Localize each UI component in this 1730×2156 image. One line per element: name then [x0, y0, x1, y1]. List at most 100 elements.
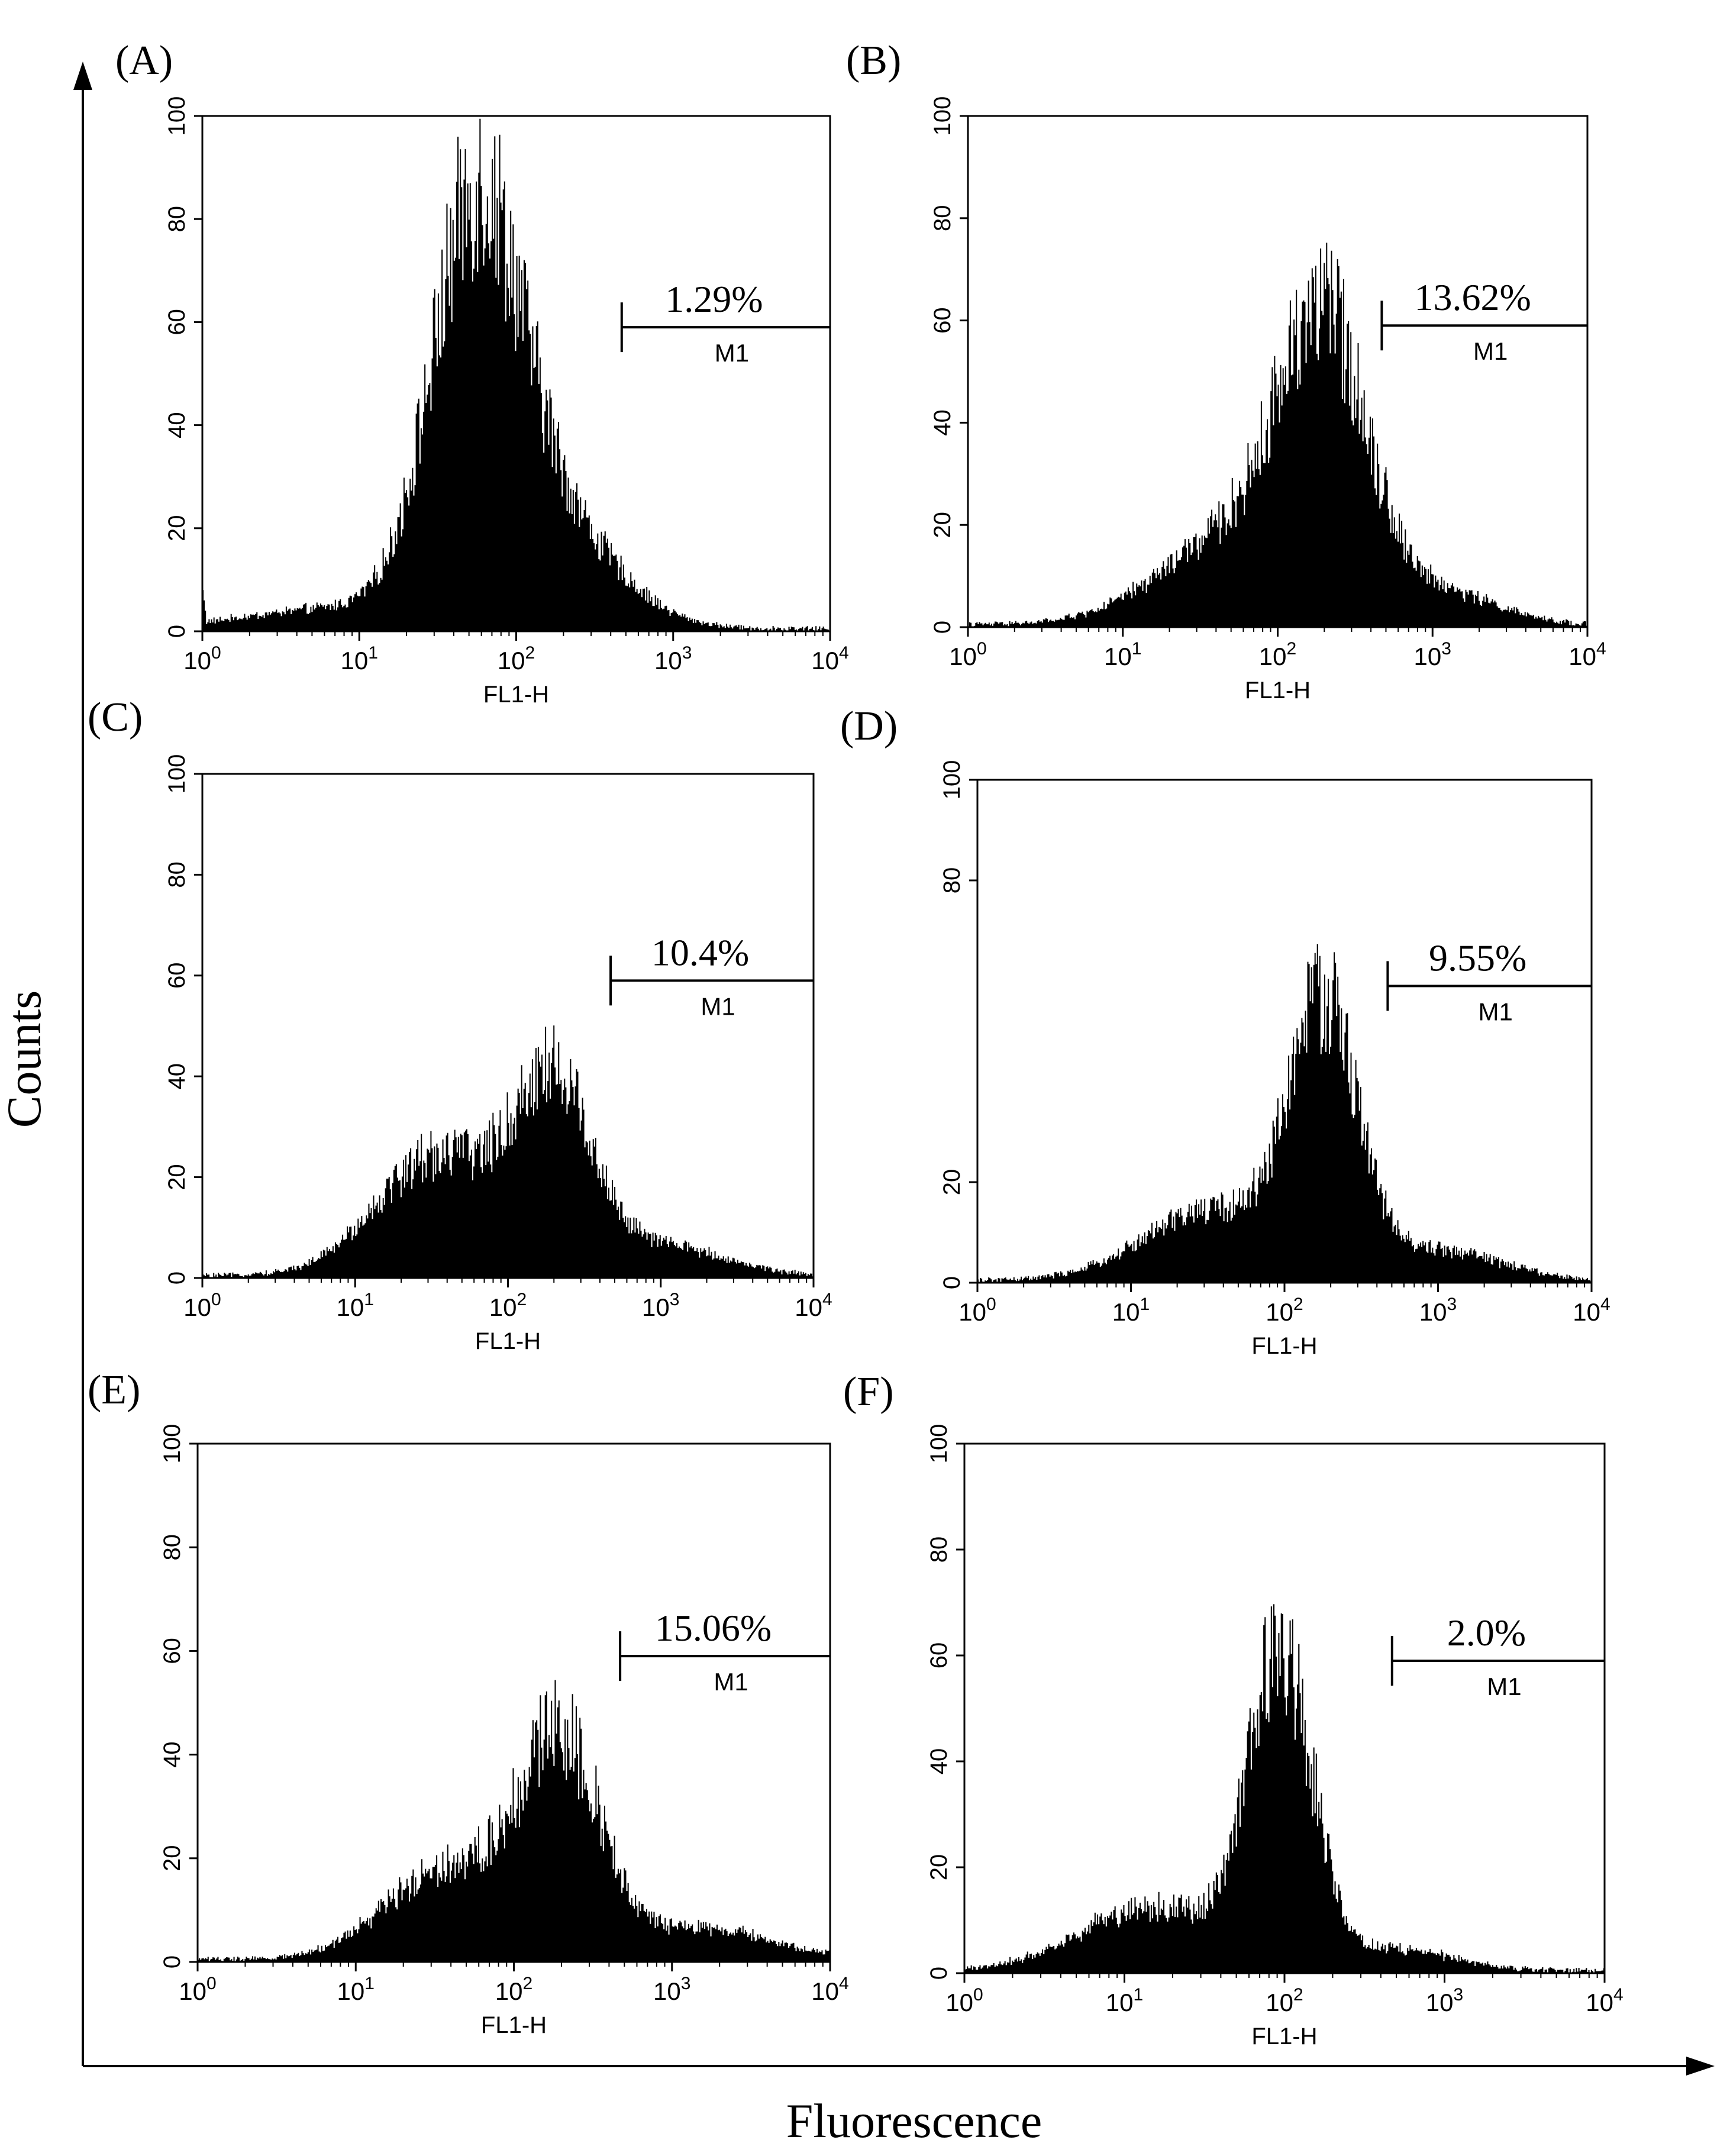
x-tick-label: 100 [183, 643, 221, 674]
histogram-series [202, 1025, 814, 1278]
marker-name: M1 [1487, 1673, 1521, 1700]
histogram-panel: (B) 0 20 40 60 80 100 100 101 102 103 104 FL1-H 13.62… [846, 38, 1606, 703]
marker-percent: 10.4% [651, 931, 749, 973]
y-tick-label: 60 [164, 309, 190, 335]
y-tick-label: 100 [164, 754, 190, 794]
panel-label: (C) [88, 695, 143, 740]
marker-name: M1 [701, 992, 735, 1020]
y-tick-label: 40 [929, 409, 956, 436]
x-tick-label: 100 [945, 1985, 983, 2016]
x-tick-label: 101 [1106, 1985, 1143, 2016]
x-axis-label: FL1-H [475, 1328, 541, 1354]
y-tick-label: 20 [159, 1845, 185, 1872]
x-axis-label: FL1-H [481, 2012, 547, 2038]
x-tick-label: 104 [1586, 1985, 1623, 2016]
histogram-panel: (E) 0 20 40 60 80 100 100 101 102 103 104 FL1-H 15.06… [88, 1367, 849, 2038]
y-tick-label: 100 [159, 1424, 185, 1464]
x-tick-label: 100 [949, 639, 986, 670]
panel-label: (E) [88, 1367, 140, 1413]
x-tick-label: 102 [1266, 1985, 1303, 2016]
marker-percent: 9.55% [1429, 937, 1526, 979]
marker-name: M1 [1479, 998, 1513, 1026]
y-tick-label: 20 [929, 512, 956, 538]
x-tick-label: 102 [495, 1974, 532, 2005]
histogram-panel: (D) 0 20 80 100 100 101 102 103 104 FL1-H 9.55% M1 [840, 703, 1610, 1359]
y-tick-label: 100 [929, 96, 956, 136]
histogram-series [964, 1604, 1605, 1973]
x-tick-label: 103 [654, 643, 692, 674]
x-tick-label: 103 [1426, 1985, 1463, 2016]
y-tick-label: 0 [159, 1955, 185, 1968]
y-tick-label: 80 [164, 206, 190, 233]
histogram-series [202, 118, 830, 631]
marker-name: M1 [1473, 337, 1508, 365]
x-tick-label: 100 [179, 1974, 216, 2005]
x-arrow-icon [1686, 2057, 1715, 2076]
x-axis-label: FL1-H [1245, 677, 1311, 703]
x-tick-label: 101 [1104, 639, 1141, 670]
x-axis-label: FL1-H [483, 682, 549, 708]
y-tick-label: 80 [926, 1537, 952, 1563]
x-tick-label: 103 [1414, 639, 1451, 670]
x-tick-label: 104 [811, 1974, 848, 2005]
y-tick-label: 0 [929, 621, 956, 634]
x-tick-label: 104 [1568, 639, 1606, 670]
y-tick-label: 80 [164, 861, 190, 888]
y-tick-label: 60 [926, 1642, 952, 1669]
panel-label: (F) [843, 1369, 894, 1415]
y-tick-label: 40 [159, 1741, 185, 1768]
x-tick-label: 100 [958, 1295, 996, 1326]
y-tick-label: 60 [164, 963, 190, 989]
histogram-panel: (A) 0 20 40 60 80 100 100 101 102 103 104 FL1-H 1.29%… [115, 38, 849, 708]
y-tick-label: 0 [926, 1967, 952, 1980]
global-y-label: Counts [0, 990, 51, 1128]
y-tick-label: 60 [159, 1638, 185, 1664]
marker-percent: 15.06% [655, 1607, 772, 1649]
global-axes: Fluorescence Counts [0, 62, 1715, 2148]
y-tick-label: 20 [939, 1169, 965, 1196]
y-tick-label: 60 [929, 307, 956, 334]
marker-name: M1 [714, 1668, 748, 1696]
panel-label: (B) [846, 38, 901, 83]
y-arrow-icon [73, 62, 92, 90]
y-tick-label: 80 [159, 1534, 185, 1561]
y-tick-label: 0 [164, 625, 190, 638]
x-tick-label: 100 [183, 1290, 221, 1321]
y-tick-label: 20 [926, 1854, 952, 1881]
x-axis-label: FL1-H [1251, 2023, 1317, 2050]
y-tick-label: 80 [939, 867, 965, 894]
panels: (A) 0 20 40 60 80 100 100 101 102 103 104 FL1-H 1.29%… [88, 38, 1624, 2050]
x-tick-label: 104 [795, 1290, 832, 1321]
x-tick-label: 104 [1573, 1295, 1610, 1326]
x-tick-label: 101 [337, 1290, 374, 1321]
histogram-panel: (F) 0 20 40 60 80 100 100 101 102 103 104 FL1-H 2.0% M… [843, 1369, 1624, 2050]
histogram-series [977, 944, 1592, 1283]
x-axis-label: FL1-H [1251, 1333, 1317, 1359]
y-tick-label: 0 [939, 1276, 965, 1289]
x-tick-label: 101 [1112, 1295, 1150, 1326]
histogram-series [968, 243, 1587, 627]
x-tick-label: 102 [1266, 1295, 1303, 1326]
y-tick-label: 40 [926, 1748, 952, 1775]
x-tick-label: 102 [489, 1290, 527, 1321]
y-tick-label: 100 [164, 96, 190, 136]
x-tick-label: 103 [1419, 1295, 1457, 1326]
y-tick-label: 40 [164, 412, 190, 438]
global-x-label: Fluorescence [786, 2094, 1042, 2148]
y-tick-label: 0 [164, 1271, 190, 1284]
y-tick-label: 20 [164, 1164, 190, 1190]
y-tick-label: 80 [929, 205, 956, 232]
marker-percent: 2.0% [1447, 1612, 1526, 1654]
y-tick-label: 20 [164, 515, 190, 542]
y-tick-label: 40 [164, 1063, 190, 1090]
x-tick-label: 104 [811, 643, 848, 674]
x-tick-label: 102 [1259, 639, 1296, 670]
histogram-series [198, 1680, 830, 1962]
x-tick-label: 102 [498, 643, 535, 674]
x-tick-label: 103 [653, 1974, 690, 2005]
marker-percent: 1.29% [665, 278, 763, 320]
x-tick-label: 103 [642, 1290, 679, 1321]
marker-percent: 13.62% [1415, 276, 1531, 318]
y-tick-label: 100 [939, 760, 965, 800]
